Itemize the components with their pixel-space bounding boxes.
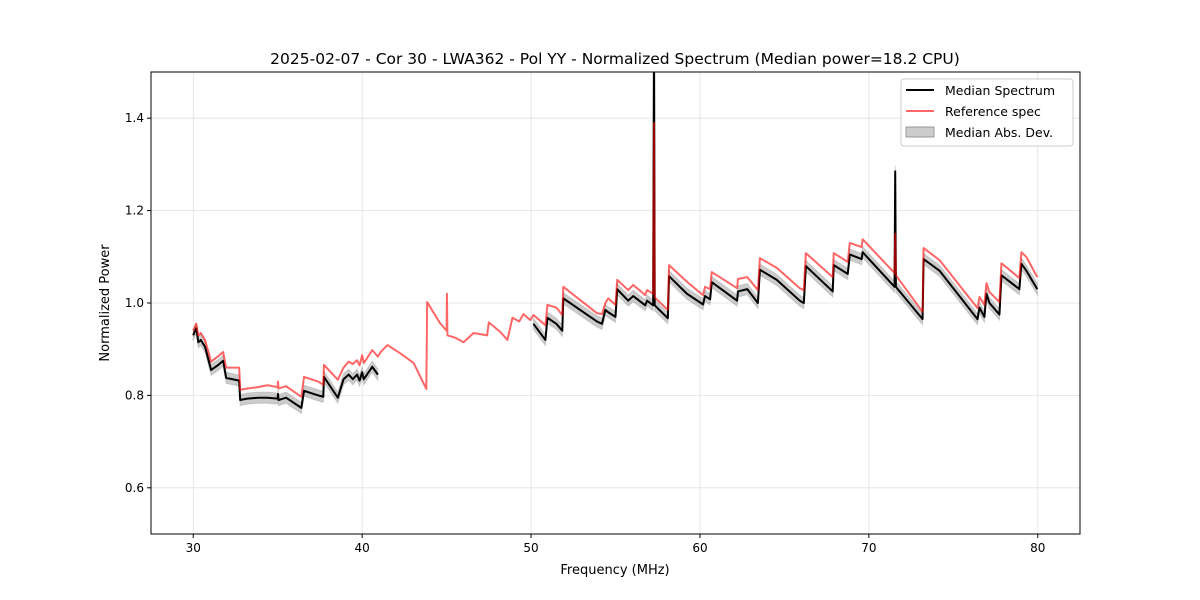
x-tick-label: 80: [1030, 541, 1045, 555]
x-tick-label: 60: [692, 541, 707, 555]
chart-title: 2025-02-07 - Cor 30 - LWA362 - Pol YY - …: [270, 50, 960, 68]
reference-spectrum-line: [192, 121, 1039, 398]
legend-reference-label: Reference spec: [945, 104, 1041, 119]
x-axis-label: Frequency (MHz): [560, 563, 669, 578]
legend: Median Spectrum Reference spec Median Ab…: [900, 78, 1074, 147]
legend-mad-label: Median Abs. Dev.: [945, 125, 1053, 140]
y-tick-label: 0.6: [125, 481, 144, 495]
median-spectrum-line: [532, 72, 1039, 341]
y-axis-label: Normalized Power: [98, 244, 113, 362]
median-spectrum-line: [192, 327, 379, 409]
y-tick-label: 0.8: [125, 388, 144, 402]
x-tick-label: 30: [186, 541, 201, 555]
x-tick-label: 70: [861, 541, 876, 555]
y-tick-label: 1.2: [125, 204, 144, 218]
y-tick-label: 1.0: [125, 296, 144, 310]
y-tick-label: 1.4: [125, 111, 144, 125]
x-tick-label: 40: [354, 541, 369, 555]
legend-median-label: Median Spectrum: [945, 83, 1055, 98]
x-tick-label: 50: [523, 541, 538, 555]
legend-mad-swatch: [905, 126, 935, 138]
